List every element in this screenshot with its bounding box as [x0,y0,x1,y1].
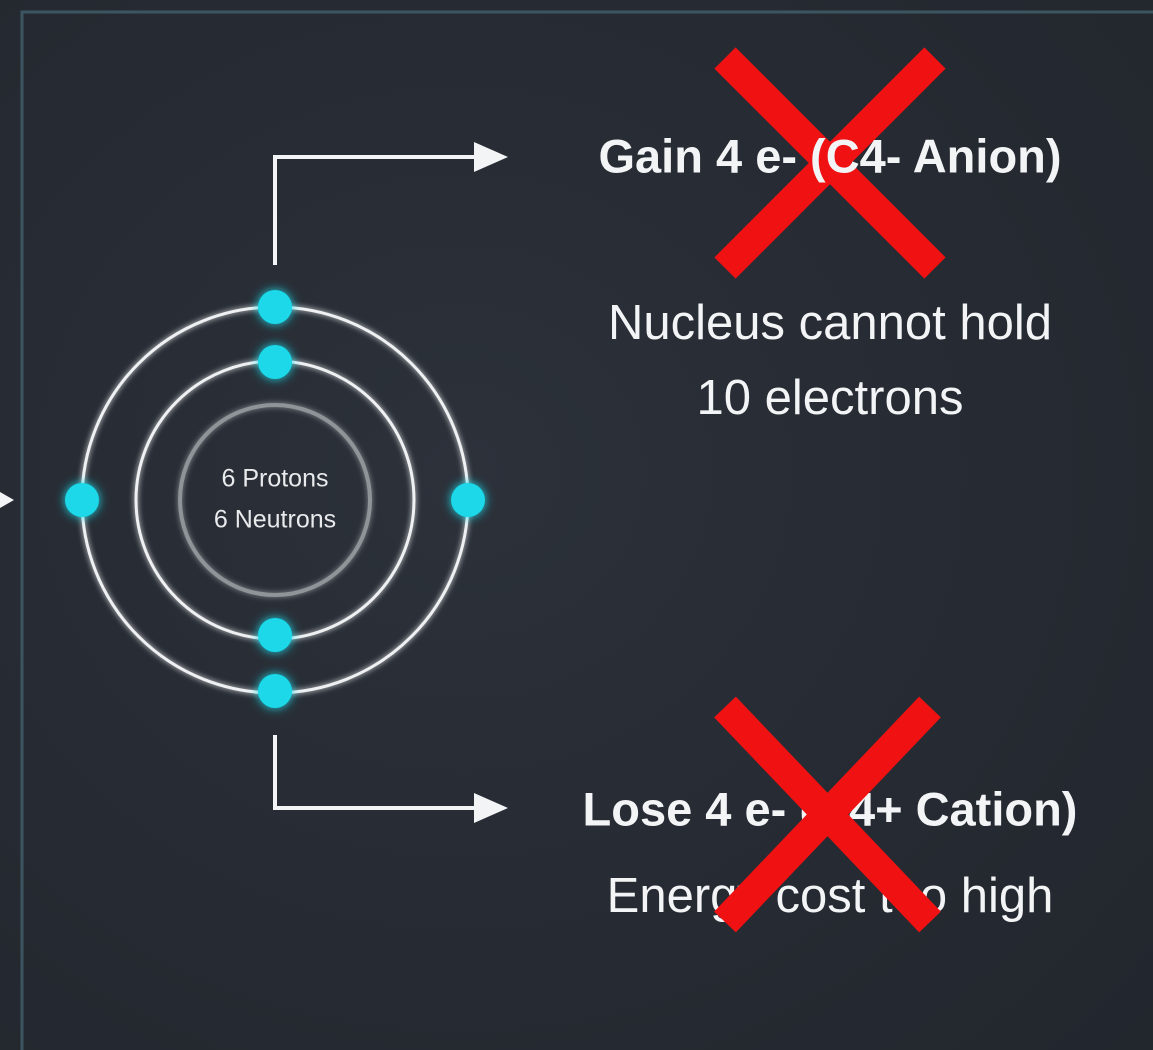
electron [258,674,292,708]
diagram: 6 Protons 6 Neutrons Gain 4 e- (C4- Anio… [0,0,1153,1050]
electron [258,290,292,324]
electron [258,345,292,379]
nucleus-neutrons: 6 Neutrons [214,506,336,534]
page: {"nucleus": {"protons": "6 Protons", "ne… [0,0,1153,1050]
lose-reason: Energy cost too high [607,869,1054,923]
gain-reason: Nucleus cannot hold [608,296,1052,350]
electron [258,618,292,652]
electron [451,483,485,517]
electron [65,483,99,517]
nucleus-protons: 6 Protons [221,465,328,493]
gain-title: Gain 4 e- (C4- Anion) [598,129,1061,182]
gain-reason: 10 electrons [697,371,964,425]
